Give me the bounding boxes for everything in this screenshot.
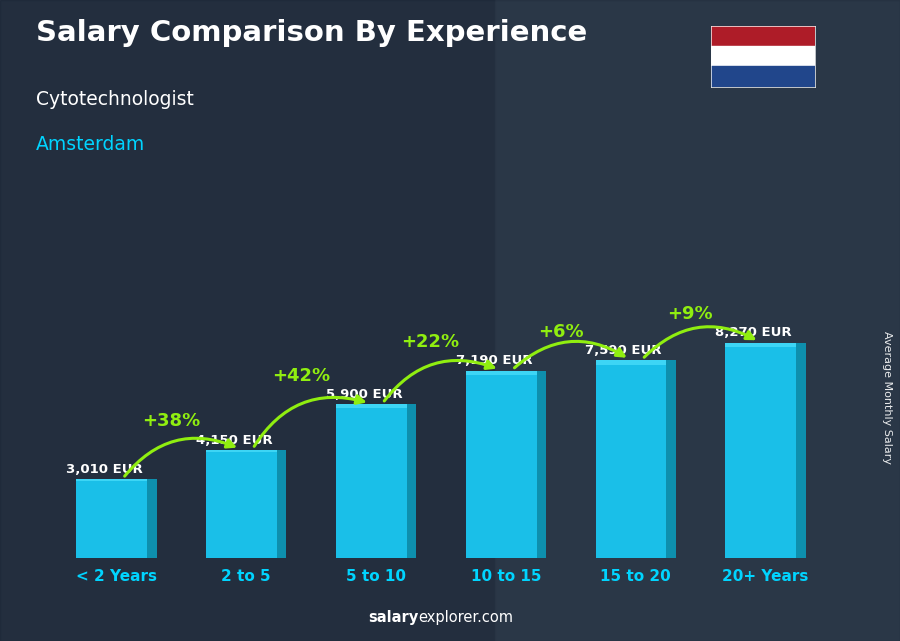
Text: +38%: +38% bbox=[142, 412, 200, 430]
Text: 5,900 EUR: 5,900 EUR bbox=[326, 388, 402, 401]
Text: 7,590 EUR: 7,590 EUR bbox=[585, 344, 662, 357]
Text: 3,010 EUR: 3,010 EUR bbox=[66, 463, 143, 476]
Text: Amsterdam: Amsterdam bbox=[36, 135, 145, 154]
Bar bbox=[336, 404, 407, 408]
Text: +6%: +6% bbox=[537, 323, 583, 341]
Bar bbox=[711, 46, 814, 66]
Bar bbox=[725, 343, 796, 558]
Text: Average Monthly Salary: Average Monthly Salary bbox=[881, 331, 892, 464]
Bar bbox=[711, 26, 814, 46]
Bar bbox=[725, 343, 796, 347]
Bar bbox=[147, 479, 157, 558]
Text: Cytotechnologist: Cytotechnologist bbox=[36, 90, 194, 109]
Bar bbox=[465, 370, 536, 558]
Text: 4,150 EUR: 4,150 EUR bbox=[196, 433, 273, 447]
Bar bbox=[336, 404, 407, 558]
Bar bbox=[796, 343, 806, 558]
Bar bbox=[76, 479, 147, 481]
Text: +42%: +42% bbox=[272, 367, 329, 385]
Bar bbox=[0, 0, 495, 641]
Text: 7,190 EUR: 7,190 EUR bbox=[455, 354, 532, 367]
Bar bbox=[76, 479, 147, 558]
Bar bbox=[407, 404, 417, 558]
Bar bbox=[206, 450, 277, 558]
Bar bbox=[666, 360, 676, 558]
Bar bbox=[495, 0, 900, 641]
Text: Salary Comparison By Experience: Salary Comparison By Experience bbox=[36, 19, 587, 47]
Text: +9%: +9% bbox=[668, 305, 713, 323]
Bar bbox=[596, 360, 666, 365]
Bar bbox=[206, 450, 277, 452]
Bar bbox=[596, 360, 666, 558]
Bar bbox=[277, 450, 286, 558]
Text: +22%: +22% bbox=[401, 333, 460, 351]
Bar bbox=[536, 370, 546, 558]
Bar bbox=[465, 370, 536, 375]
Text: 8,270 EUR: 8,270 EUR bbox=[716, 326, 792, 339]
Text: salary: salary bbox=[368, 610, 418, 625]
Text: explorer.com: explorer.com bbox=[418, 610, 514, 625]
Bar bbox=[711, 66, 814, 87]
